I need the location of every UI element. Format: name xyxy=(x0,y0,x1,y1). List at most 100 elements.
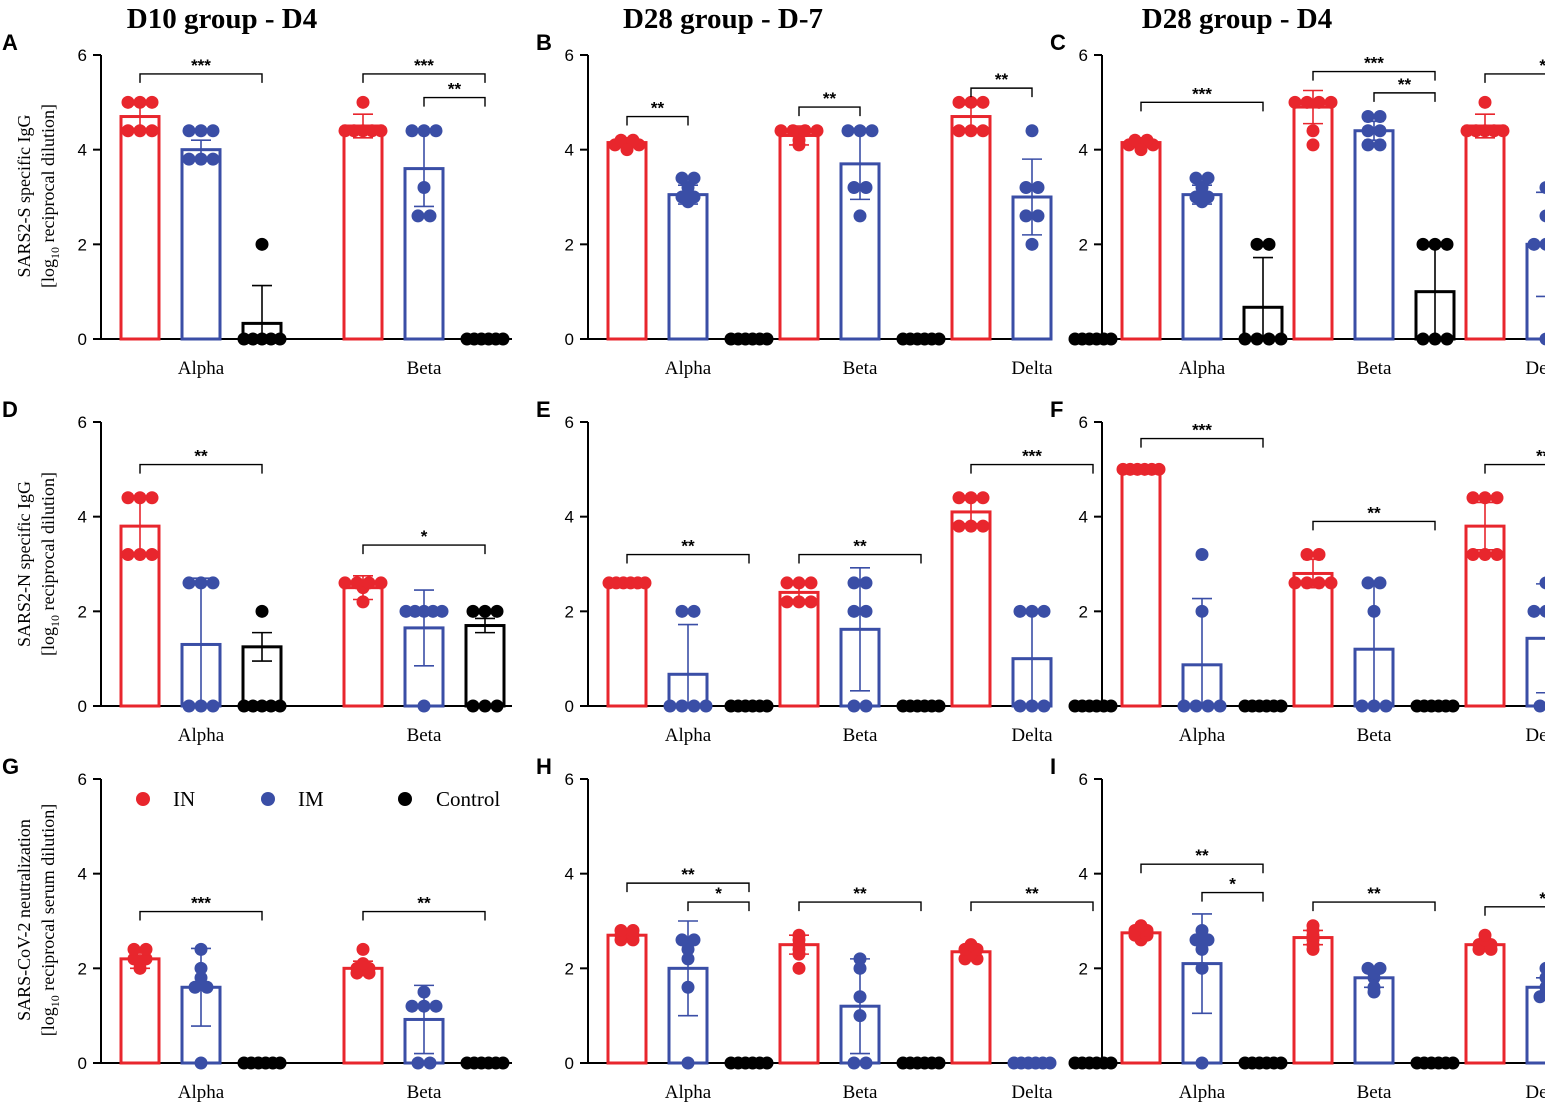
point-im-beta-e xyxy=(847,699,861,713)
y-tick-label-c: 2 xyxy=(1079,235,1088,254)
point-im-alpha-e xyxy=(675,604,689,618)
point-control-beta-b xyxy=(932,332,946,346)
point-im-alpha-g xyxy=(200,980,214,994)
point-in-delta-e xyxy=(952,491,966,505)
point-control-alpha-c xyxy=(1238,332,1252,346)
row-3-ylabel-line2: [log10 reciprocal serum dilution] xyxy=(38,804,62,1036)
point-im-alpha-d xyxy=(206,576,220,590)
point-in-alpha-d xyxy=(145,548,159,562)
point-im-delta-e xyxy=(1037,699,1051,713)
point-im-beta-f xyxy=(1361,576,1375,590)
point-im-beta-i xyxy=(1367,980,1381,994)
significance-bracket-a xyxy=(362,73,486,83)
point-control-alpha-a xyxy=(264,332,278,346)
point-im-alpha-g xyxy=(194,971,208,985)
point-in-alpha-g xyxy=(139,942,153,956)
point-im-alpha-h xyxy=(681,980,695,994)
point-in-beta-c xyxy=(1300,95,1314,109)
point-in-beta-b xyxy=(786,124,800,138)
category-label-beta-e: Beta xyxy=(843,725,878,746)
point-in-delta-c xyxy=(1469,124,1483,138)
point-im-delta-b xyxy=(1025,124,1039,138)
point-in-alpha-d xyxy=(121,548,135,562)
category-label-beta-c: Beta xyxy=(1357,358,1392,379)
point-im-beta-g xyxy=(417,985,431,999)
point-in-delta-i xyxy=(1478,928,1492,942)
point-in-beta-d xyxy=(350,576,364,590)
point-im-beta-e xyxy=(847,604,861,618)
point-im-alpha-b xyxy=(687,171,701,185)
y-tick-label-d: 2 xyxy=(78,602,87,621)
point-im-alpha-f xyxy=(1189,699,1203,713)
point-in-delta-h xyxy=(964,938,978,952)
significance-label-e: ** xyxy=(681,537,695,556)
category-label-alpha-e: Alpha xyxy=(665,725,712,746)
point-im-alpha-e xyxy=(699,699,713,713)
point-im-alpha-e xyxy=(687,699,701,713)
point-control-alpha-b xyxy=(760,332,774,346)
point-control-beta-c xyxy=(1440,332,1454,346)
significance-label-e: *** xyxy=(1022,447,1042,466)
point-control-beta-d xyxy=(466,699,480,713)
significance-bracket-a xyxy=(139,73,263,83)
panel-f: F0246AlphaBetaDelta******** xyxy=(1050,397,1545,746)
significance-label-i: ** xyxy=(1367,884,1381,903)
point-im-beta-c xyxy=(1373,110,1387,124)
y-tick-label-h: 6 xyxy=(565,770,574,789)
point-in-alpha-d xyxy=(133,491,147,505)
y-tick-label-f: 2 xyxy=(1079,602,1088,621)
column-title-3: D28 group - D4 xyxy=(1142,3,1332,35)
point-im-beta-h xyxy=(853,990,867,1004)
point-im-alpha-h xyxy=(681,952,695,966)
point-in-alpha-d xyxy=(145,491,159,505)
significance-label-c: *** xyxy=(1192,84,1212,103)
panel-letter-c: C xyxy=(1050,30,1066,55)
point-control-alpha-i xyxy=(1274,1056,1288,1070)
point-im-alpha-b xyxy=(675,171,689,185)
point-control-alpha-f xyxy=(1274,699,1288,713)
y-tick-label-g: 6 xyxy=(78,770,87,789)
point-in-beta-c xyxy=(1306,138,1320,152)
y-tick-label-a: 6 xyxy=(78,46,87,65)
category-label-alpha-b: Alpha xyxy=(665,358,712,379)
y-tick-label-e: 2 xyxy=(565,602,574,621)
category-label-beta-a: Beta xyxy=(407,358,442,379)
y-tick-label-e: 6 xyxy=(565,413,574,432)
significance-label-d: * xyxy=(421,527,428,546)
point-im-beta-d xyxy=(408,604,422,618)
point-im-delta-h xyxy=(1043,1056,1057,1070)
point-control-alpha-d xyxy=(237,699,251,713)
point-im-alpha-b xyxy=(675,190,689,204)
point-im-beta-d xyxy=(399,604,413,618)
significance-label-h: ** xyxy=(853,884,867,903)
y-tick-label-g: 4 xyxy=(78,865,87,884)
category-label-beta-f: Beta xyxy=(1357,725,1392,746)
y-tick-label-a: 4 xyxy=(78,141,87,160)
bar-in-delta-b xyxy=(950,115,992,341)
point-in-beta-e xyxy=(780,576,794,590)
point-im-alpha-g xyxy=(194,942,208,956)
point-im-beta-b xyxy=(859,181,873,195)
panel-letter-g: G xyxy=(2,754,19,779)
point-control-alpha-e xyxy=(760,699,774,713)
point-im-beta-b xyxy=(841,124,855,138)
point-in-delta-b xyxy=(952,95,966,109)
category-label-delta-e: Delta xyxy=(1011,725,1053,746)
significance-bracket-c xyxy=(1484,73,1545,83)
point-im-delta-f xyxy=(1539,576,1545,590)
point-control-beta-a xyxy=(496,332,510,346)
point-im-alpha-a xyxy=(182,124,196,138)
significance-label-i: ** xyxy=(1539,889,1545,908)
point-im-beta-e xyxy=(859,604,873,618)
category-label-alpha-f: Alpha xyxy=(1179,725,1226,746)
point-control-alpha-a xyxy=(273,332,287,346)
point-control-beta-e xyxy=(932,699,946,713)
significance-bracket-f xyxy=(1484,463,1545,474)
point-control-beta-d xyxy=(490,604,504,618)
panel-letter-a: A xyxy=(2,30,18,55)
point-im-beta-g xyxy=(423,1056,437,1070)
point-im-beta-b xyxy=(853,209,867,223)
significance-label-e: ** xyxy=(853,537,867,556)
point-in-delta-e xyxy=(952,519,966,533)
point-in-beta-e xyxy=(804,576,818,590)
